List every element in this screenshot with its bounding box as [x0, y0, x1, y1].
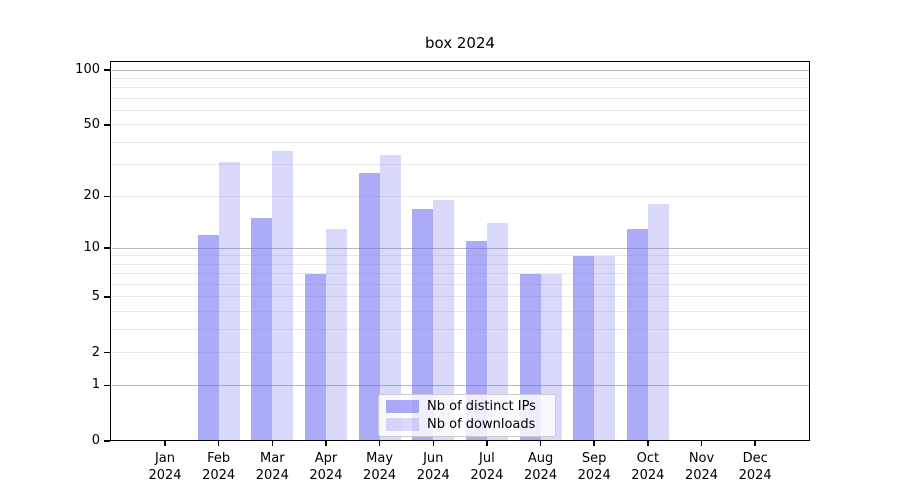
y-tick-mark: [104, 351, 110, 354]
y-tick-label: 100: [75, 62, 100, 77]
y-gridline-minor: [112, 77, 809, 79]
x-tick-label: Jan 2024: [148, 451, 182, 483]
x-tick-label: Sep 2024: [577, 451, 611, 483]
y-gridline-minor: [112, 87, 809, 89]
y-gridline-minor: [112, 124, 809, 126]
y-tick-label: 1: [91, 377, 100, 393]
x-tick-mark: [486, 441, 488, 446]
bar-downloads-feb: [218, 162, 240, 441]
y-tick-mark: [104, 124, 110, 126]
bar-ips-sep: [573, 255, 595, 441]
bar-ips-apr: [304, 273, 326, 441]
y-gridline-minor: [112, 273, 809, 275]
x-tick-label: Apr 2024: [309, 451, 343, 483]
y-gridline-minor: [112, 195, 809, 197]
y-gridline-minor: [112, 263, 809, 265]
y-tick-label: 2: [91, 344, 100, 360]
x-tick-mark: [271, 441, 274, 446]
x-tick-mark: [217, 441, 220, 446]
x-tick-label: Feb 2024: [202, 451, 236, 483]
x-tick-mark: [432, 441, 434, 446]
y-gridline-minor: [112, 110, 809, 112]
y-gridline-minor: [112, 311, 809, 313]
x-tick-mark: [647, 441, 649, 446]
y-gridline-minor: [112, 329, 809, 331]
y-tick-mark: [104, 296, 110, 298]
bar-downloads-jul: [486, 223, 508, 441]
x-tick-label: Jun 2024: [416, 451, 450, 483]
x-tick-mark: [378, 441, 381, 446]
bar-ips-feb: [197, 234, 219, 441]
legend-swatch-ips: [386, 400, 419, 414]
bar-ips-oct: [626, 228, 648, 441]
y-tick-label: 5: [91, 288, 100, 304]
x-tick-mark: [593, 441, 595, 446]
y-tick-mark: [104, 384, 110, 387]
bar-downloads-may: [379, 155, 401, 441]
legend: Nb of distinct IPs Nb of downloads: [378, 394, 556, 437]
x-tick-label: Jul 2024: [470, 451, 504, 483]
x-tick-mark: [164, 441, 166, 446]
x-tick-mark: [700, 441, 703, 446]
x-tick-mark: [325, 441, 327, 446]
bar-downloads-apr: [325, 228, 347, 441]
y-tick-mark: [104, 195, 110, 197]
bar-downloads-sep: [594, 255, 616, 441]
y-tick-label: 20: [83, 188, 100, 204]
x-tick-label: Mar 2024: [255, 451, 289, 483]
y-tick-label: 0: [91, 433, 100, 448]
x-tick-mark: [539, 441, 542, 446]
legend-label-downloads: Nb of downloads: [427, 416, 536, 432]
x-tick-label: Oct 2024: [631, 451, 665, 483]
chart-title: box 2024: [424, 34, 496, 52]
y-gridline-major: [112, 384, 809, 386]
bar-downloads-mar: [272, 150, 294, 441]
legend-swatch-downloads: [386, 417, 419, 431]
y-gridline-minor: [112, 296, 809, 298]
y-tick-mark: [104, 440, 110, 442]
y-tick-label: 50: [83, 116, 100, 132]
y-gridline-minor: [112, 97, 809, 99]
y-gridline-minor: [112, 164, 809, 166]
y-gridline-minor: [112, 284, 809, 286]
legend-row-downloads: Nb of downloads: [386, 417, 548, 432]
x-tick-label: Nov 2024: [684, 451, 719, 483]
y-gridline-major: [112, 69, 809, 71]
x-tick-label: Aug 2024: [524, 451, 558, 483]
bar-ips-mar: [251, 218, 273, 441]
bar-downloads-jun: [433, 200, 455, 441]
x-tick-label: May 2024: [363, 451, 397, 483]
bar-ips-may: [358, 173, 380, 441]
legend-row-ips: Nb of distinct IPs: [386, 399, 548, 414]
y-tick-label: 10: [83, 240, 100, 256]
y-tick-mark: [104, 247, 110, 249]
x-tick-label: Dec 2024: [738, 451, 772, 483]
x-tick-mark: [754, 441, 756, 446]
bar-ips-jul: [465, 241, 487, 441]
y-gridline-major: [112, 247, 809, 249]
y-gridline-minor: [112, 352, 809, 354]
y-gridline-minor: [112, 255, 809, 257]
bar-ips-jun: [412, 208, 434, 441]
legend-label-ips: Nb of distinct IPs: [427, 399, 536, 415]
y-tick-mark: [104, 69, 110, 71]
bar-downloads-oct: [647, 204, 669, 441]
y-gridline-minor: [112, 141, 809, 143]
